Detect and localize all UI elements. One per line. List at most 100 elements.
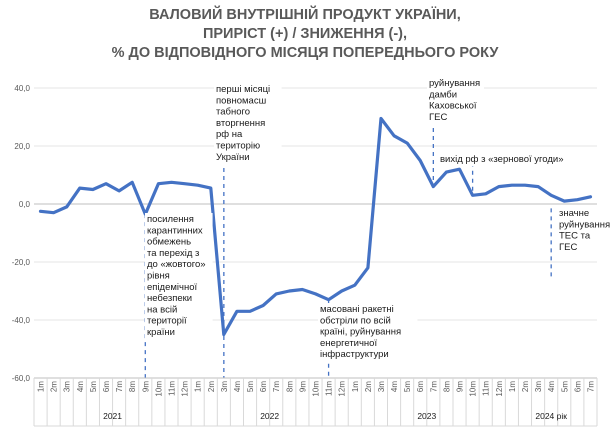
x-tick-label: 4m	[547, 381, 556, 392]
x-tick-label: 1m	[351, 381, 360, 392]
annotation-text: ГЕС	[559, 242, 577, 253]
x-tick-label: 4m	[76, 381, 85, 392]
x-tick-label: 10m	[154, 381, 163, 397]
data-point	[432, 185, 435, 188]
x-tick-label: 10m	[312, 381, 321, 397]
data-point	[157, 182, 160, 185]
x-axis: 1m 2m 3m 4m 5m 6m 7m 8m 9m 10m 11m 12m 1m 2m 3m 4m 5m 6m 7…	[33, 377, 598, 427]
data-point	[327, 298, 330, 301]
series-group	[38, 116, 593, 337]
annotation-text: рівня	[147, 271, 170, 282]
annotation-text: ТЕС та	[559, 231, 591, 242]
year-label: 2023	[417, 411, 436, 421]
data-point	[380, 117, 382, 120]
annotation-text: вихід рф з «зернової угоди»	[440, 154, 563, 165]
title-line-3: % ДО ВІДПОВІДНОГО МІСЯЦЯ ПОПЕРЕДНЬОГО РО…	[111, 45, 499, 61]
x-tick-label: 11m	[325, 381, 334, 396]
x-tick-label: 10m	[469, 381, 478, 397]
y-tick-label: -40,0	[12, 316, 31, 325]
y-tick-label: -60,0	[12, 374, 31, 383]
data-point	[340, 290, 343, 292]
data-point	[511, 184, 513, 186]
data-point	[223, 333, 225, 336]
x-tick-label: 2m	[364, 381, 373, 392]
data-point	[196, 184, 199, 186]
x-tick-label: 2m	[207, 381, 216, 392]
x-tick-label: 11m	[167, 381, 176, 396]
x-tick-label: 2m	[50, 381, 59, 392]
x-tick-label: 7m	[586, 381, 595, 392]
x-tick-label: 6m	[259, 381, 268, 392]
annotation-text: України	[216, 152, 250, 163]
data-point	[406, 142, 408, 144]
x-tick-label: 5m	[89, 381, 98, 392]
x-tick-label: 9m	[298, 381, 307, 392]
annotation-text: табного	[216, 107, 250, 118]
data-point	[236, 310, 238, 313]
data-point	[39, 210, 42, 213]
x-tick-label: 1m	[508, 381, 517, 392]
data-point	[471, 194, 474, 197]
data-point	[209, 187, 212, 189]
x-tick-label: 9m	[141, 381, 150, 392]
x-tick-label: 5m	[246, 381, 255, 392]
annotation: вихід рф з «зернової угоди»	[438, 153, 586, 167]
annotation-text: посилення	[147, 214, 194, 225]
year-label: 2022	[260, 411, 279, 421]
x-tick-label: 3m	[377, 381, 386, 392]
annotation-text: інфраструктури	[320, 349, 389, 360]
data-point	[419, 159, 422, 162]
y-tick-label: 20,0	[14, 142, 30, 151]
title-line-1: ВАЛОВИЙ ВНУТРІШНІЙ ПРОДУКТ УКРАЇНИ,	[149, 7, 461, 23]
annotation-text: руйнування	[429, 78, 480, 89]
year-label: 2024 рік	[535, 411, 567, 421]
data-point	[249, 310, 251, 313]
x-tick-label: 9m	[456, 381, 465, 392]
annotation-text: територію	[216, 141, 260, 152]
x-tick-label: 12m	[181, 381, 190, 397]
x-tick-label: 12m	[495, 381, 504, 397]
annotation-text: Каховської	[429, 101, 477, 112]
y-axis: 40,0 20,0 0,0 -20,0 -40,0 -60,0	[12, 84, 31, 383]
annotation-bg	[145, 213, 213, 340]
year-label: 2021	[103, 411, 122, 421]
x-tick-label: 12m	[338, 381, 347, 397]
annotation-text: рф на	[216, 129, 243, 140]
data-point	[105, 182, 107, 185]
data-point	[484, 193, 487, 195]
x-tick-label: 7m	[115, 381, 124, 392]
x-tick-label: 4m	[233, 381, 242, 392]
data-point	[550, 194, 552, 197]
annotation-text: перші місяці	[216, 84, 270, 95]
x-tick-label: 8m	[442, 381, 451, 392]
data-point	[367, 267, 369, 269]
annotation-bg	[427, 77, 484, 125]
y-tick-label: -20,0	[12, 258, 31, 267]
x-tick-label: 8m	[285, 381, 294, 392]
annotation-text: повномасш	[216, 95, 266, 106]
data-point	[52, 211, 55, 214]
x-tick-label: 6m	[416, 381, 425, 392]
x-tick-label: 3m	[534, 381, 543, 392]
annotation-text: до «жовтого»	[147, 259, 206, 270]
data-point	[65, 206, 68, 208]
data-point	[353, 284, 356, 287]
data-point	[288, 290, 291, 292]
data-point	[537, 185, 539, 188]
annotation-text: обмежень	[147, 237, 191, 248]
x-tick-label: 3m	[220, 381, 229, 392]
x-tick-label: 6m	[573, 381, 582, 392]
annotation-text: ГЕС	[429, 112, 447, 123]
x-tick-label: 7m	[272, 381, 281, 392]
annotation-text: епідемічної	[147, 282, 197, 293]
x-tick-label: 5m	[403, 381, 412, 392]
x-tick-label: 1m	[37, 381, 46, 392]
y-tick-label: 0,0	[19, 200, 31, 209]
data-point	[170, 181, 173, 184]
annotation-text: обстріли по всій	[320, 315, 391, 326]
data-point	[563, 200, 566, 202]
data-point	[498, 185, 500, 188]
